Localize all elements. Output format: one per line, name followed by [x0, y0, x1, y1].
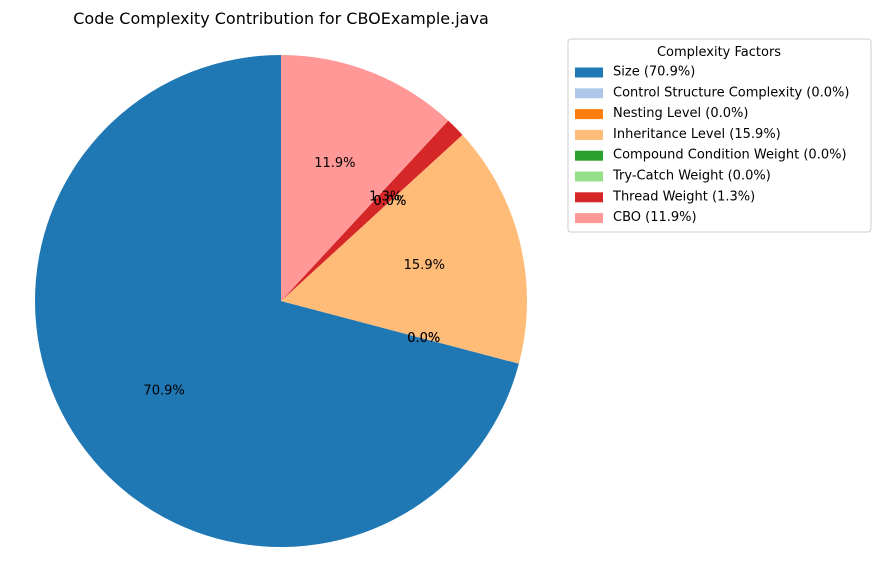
legend-swatch-compound-condition-weight	[575, 150, 603, 161]
legend-label-size: Size (70.9%)	[613, 65, 695, 80]
legend-label-control-structure-complexity: Control Structure Complexity (0.0%)	[613, 85, 849, 100]
legend-swatch-nesting-level	[575, 109, 603, 120]
slice-label-control-structure-complexity: 0.0%	[407, 331, 440, 346]
pie-slice-labels: 70.9%0.0%0.0%15.9%0.0%0.0%1.3%11.9%	[143, 156, 445, 399]
legend-label-inheritance-level: Inheritance Level (15.9%)	[613, 127, 781, 142]
legend-swatch-control-structure-complexity	[575, 88, 603, 99]
slice-label-size: 70.9%	[143, 384, 184, 399]
slice-label-thread-weight: 1.3%	[369, 189, 402, 204]
legend-items: Size (70.9%) Control Structure Complexity…	[575, 65, 849, 225]
legend-label-thread-weight: Thread Weight (1.3%)	[612, 189, 755, 204]
slice-label-try-catch-weight: 0.0%	[373, 194, 406, 209]
legend-frame	[567, 38, 872, 233]
slice-label-inheritance-level: 15.9%	[404, 258, 445, 273]
pie-slice-thread-weight	[281, 120, 463, 301]
legend-swatch-try-catch-weight	[575, 171, 603, 182]
pie-slice-size	[35, 55, 519, 547]
legend: Complexity Factors Size (70.9%) Control S…	[567, 38, 872, 233]
slice-label-cbo: 11.9%	[314, 156, 355, 171]
chart-title: Code Complexity Contribution for CBOExam…	[73, 9, 489, 28]
pie-slice-cbo	[281, 55, 449, 301]
legend-label-nesting-level: Nesting Level (0.0%)	[613, 106, 748, 121]
pie-slices	[35, 55, 527, 547]
legend-label-try-catch-weight: Try-Catch Weight (0.0%)	[612, 169, 771, 184]
slice-label-nesting-level: 0.0%	[407, 331, 440, 346]
legend-title: Complexity Factors	[657, 45, 781, 60]
slice-label-compound-condition-weight: 0.0%	[373, 194, 406, 209]
legend-label-compound-condition-weight: Compound Condition Weight (0.0%)	[613, 148, 847, 163]
legend-swatch-inheritance-level	[575, 129, 603, 140]
legend-label-cbo: CBO (11.9%)	[613, 210, 697, 225]
legend-swatch-thread-weight	[575, 192, 603, 203]
legend-swatch-cbo	[575, 213, 603, 224]
pie-slice-inheritance-level	[281, 134, 527, 364]
legend-swatch-size	[575, 67, 603, 78]
